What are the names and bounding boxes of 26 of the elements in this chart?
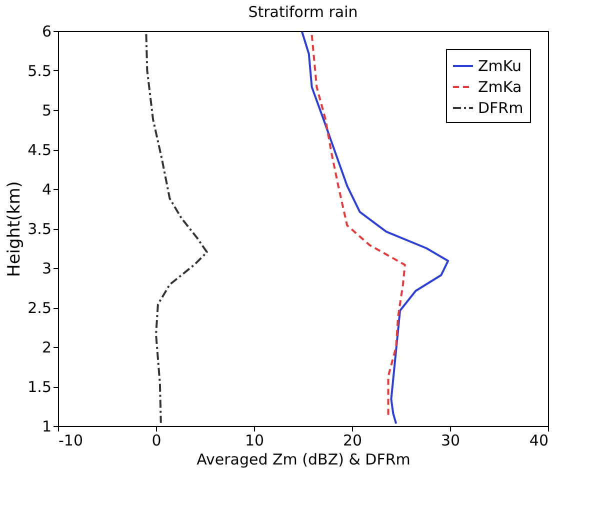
x-tick-label: 20 (342, 432, 362, 450)
y-tick-label: 2.5 (28, 299, 52, 317)
y-tick-label: 4.5 (28, 141, 52, 159)
x-axis-title: Averaged Zm (dBZ) & DFRm (196, 450, 410, 468)
x-tick-label: -10 (58, 432, 83, 450)
y-tick-label: 1 (42, 418, 52, 436)
chart-title: Stratiform rain (248, 3, 358, 21)
y-tick-label: 1.5 (28, 378, 52, 396)
line-series (301, 30, 450, 425)
y-tick-label: 6 (42, 22, 52, 40)
y-tick-label: 3 (42, 260, 52, 278)
x-tick-label: 40 (529, 432, 548, 450)
x-tick-label: 30 (440, 432, 460, 450)
y-tick-label: 2 (42, 338, 52, 356)
legend-label: ZmKa (478, 78, 522, 96)
x-tick-label: 0 (152, 432, 162, 450)
line-series (145, 33, 208, 424)
y-tick-label: 5 (42, 102, 52, 120)
legend-label: ZmKu (478, 57, 522, 75)
legend-label: DFRm (478, 99, 524, 117)
y-axis-title: Height(km) (4, 181, 25, 277)
y-tick-label: 5.5 (28, 62, 52, 80)
y-tick-label: 4 (42, 180, 52, 198)
x-tick-label: 10 (244, 432, 264, 450)
line-series (310, 34, 406, 417)
y-tick-label: 3.5 (28, 220, 52, 238)
